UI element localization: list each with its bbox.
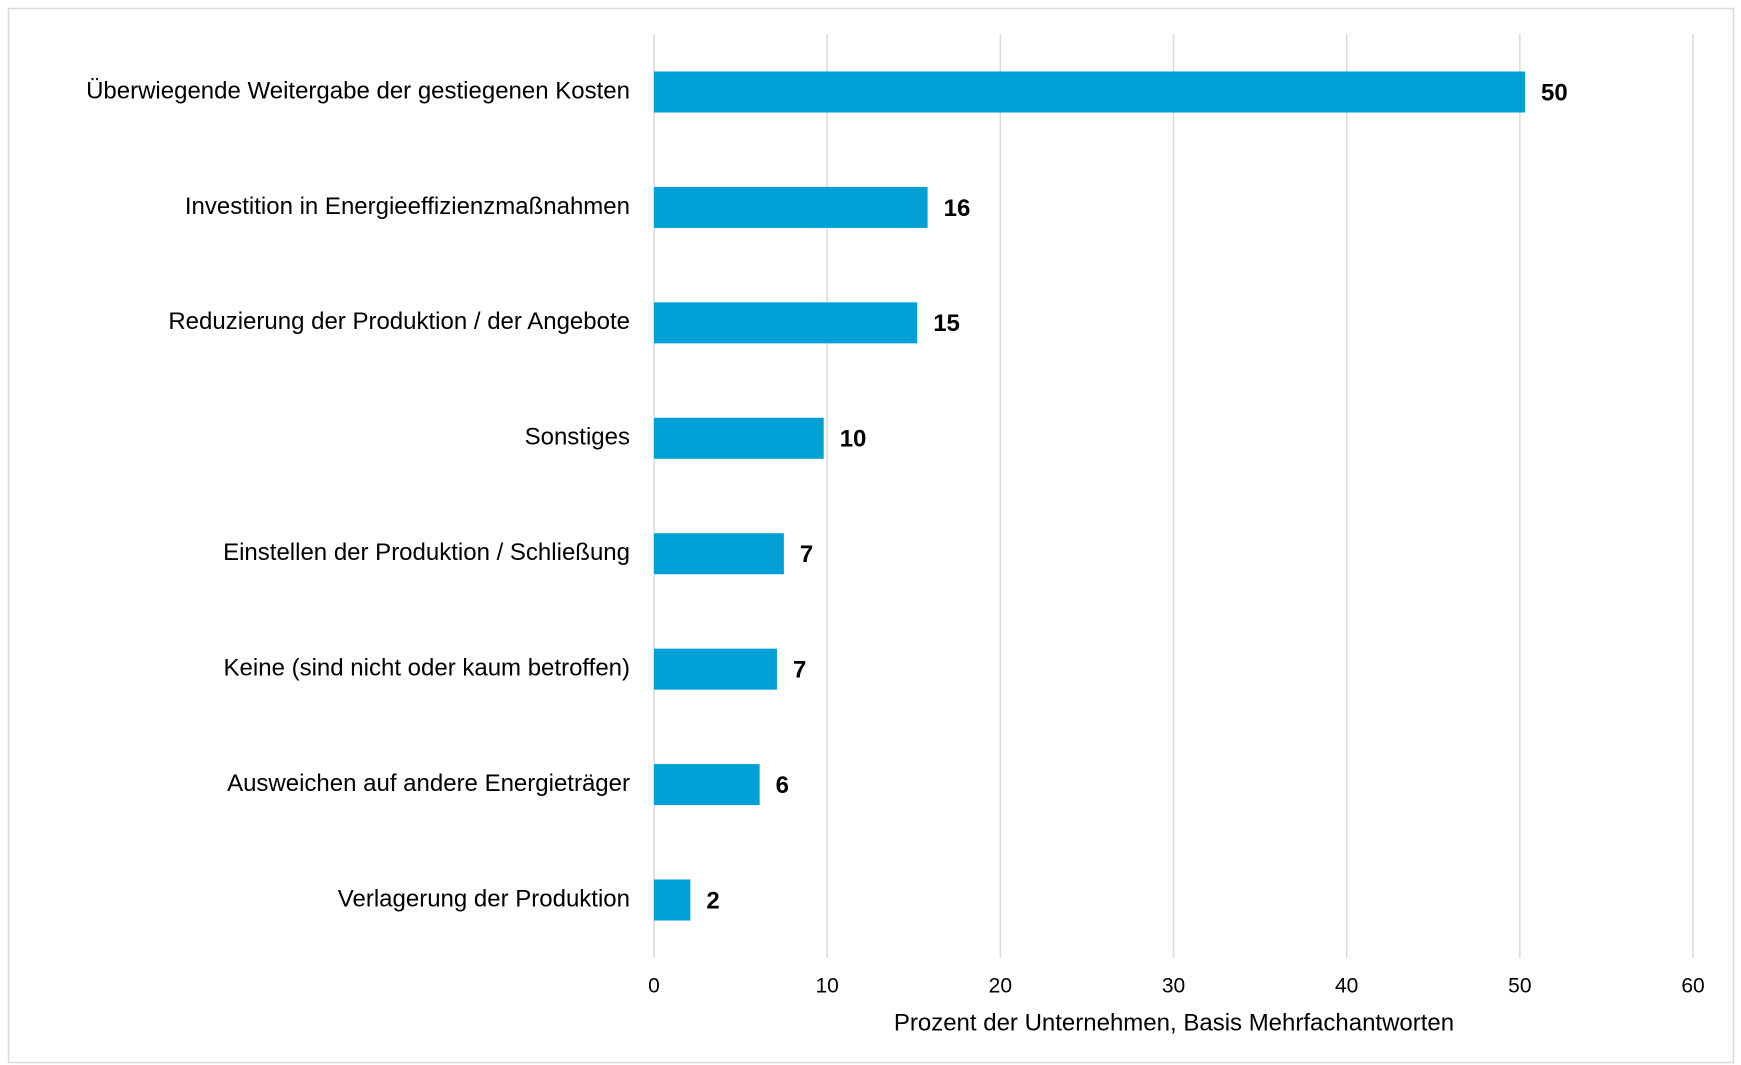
x-tick-label: 30 xyxy=(1162,975,1185,998)
category-label: Einstellen der Produktion / Schließung xyxy=(223,539,630,566)
value-label: 2 xyxy=(706,887,719,914)
bar xyxy=(654,764,760,806)
x-axis-title: Prozent der Unternehmen, Basis Mehrfacha… xyxy=(894,1009,1454,1036)
bar xyxy=(654,302,918,344)
bar xyxy=(654,879,691,921)
bar xyxy=(654,186,928,228)
value-label: 7 xyxy=(800,541,813,568)
category-label: Überwiegende Weitergabe der gestiegenen … xyxy=(86,77,630,104)
category-label: Ausweichen auf andere Energieträger xyxy=(227,770,630,797)
x-tick-label: 10 xyxy=(815,975,838,998)
bar xyxy=(654,533,784,575)
bars xyxy=(654,71,1526,921)
value-label: 50 xyxy=(1541,79,1568,106)
x-tick-label: 50 xyxy=(1508,975,1531,998)
x-tick-label: 20 xyxy=(989,975,1012,998)
category-label: Verlagerung der Produktion xyxy=(338,885,630,912)
value-label: 16 xyxy=(944,195,971,222)
chart-frame xyxy=(7,7,1735,1064)
bar xyxy=(654,71,1526,113)
category-label: Sonstiges xyxy=(525,424,630,451)
x-tick-label: 0 xyxy=(648,975,660,998)
value-label: 10 xyxy=(840,426,867,453)
category-label: Keine (sind nicht oder kaum betroffen) xyxy=(224,654,630,681)
category-label: Reduzierung der Produktion / der Angebot… xyxy=(168,308,630,335)
category-label: Investition in Energieeffizienzmaßnahmen xyxy=(185,193,630,220)
value-label: 7 xyxy=(793,656,806,683)
value-label: 6 xyxy=(776,772,789,799)
value-label: 15 xyxy=(933,310,960,337)
x-tick-label: 40 xyxy=(1335,975,1358,998)
bar xyxy=(654,417,824,459)
x-tick-label: 60 xyxy=(1681,975,1704,998)
bar xyxy=(654,648,777,690)
